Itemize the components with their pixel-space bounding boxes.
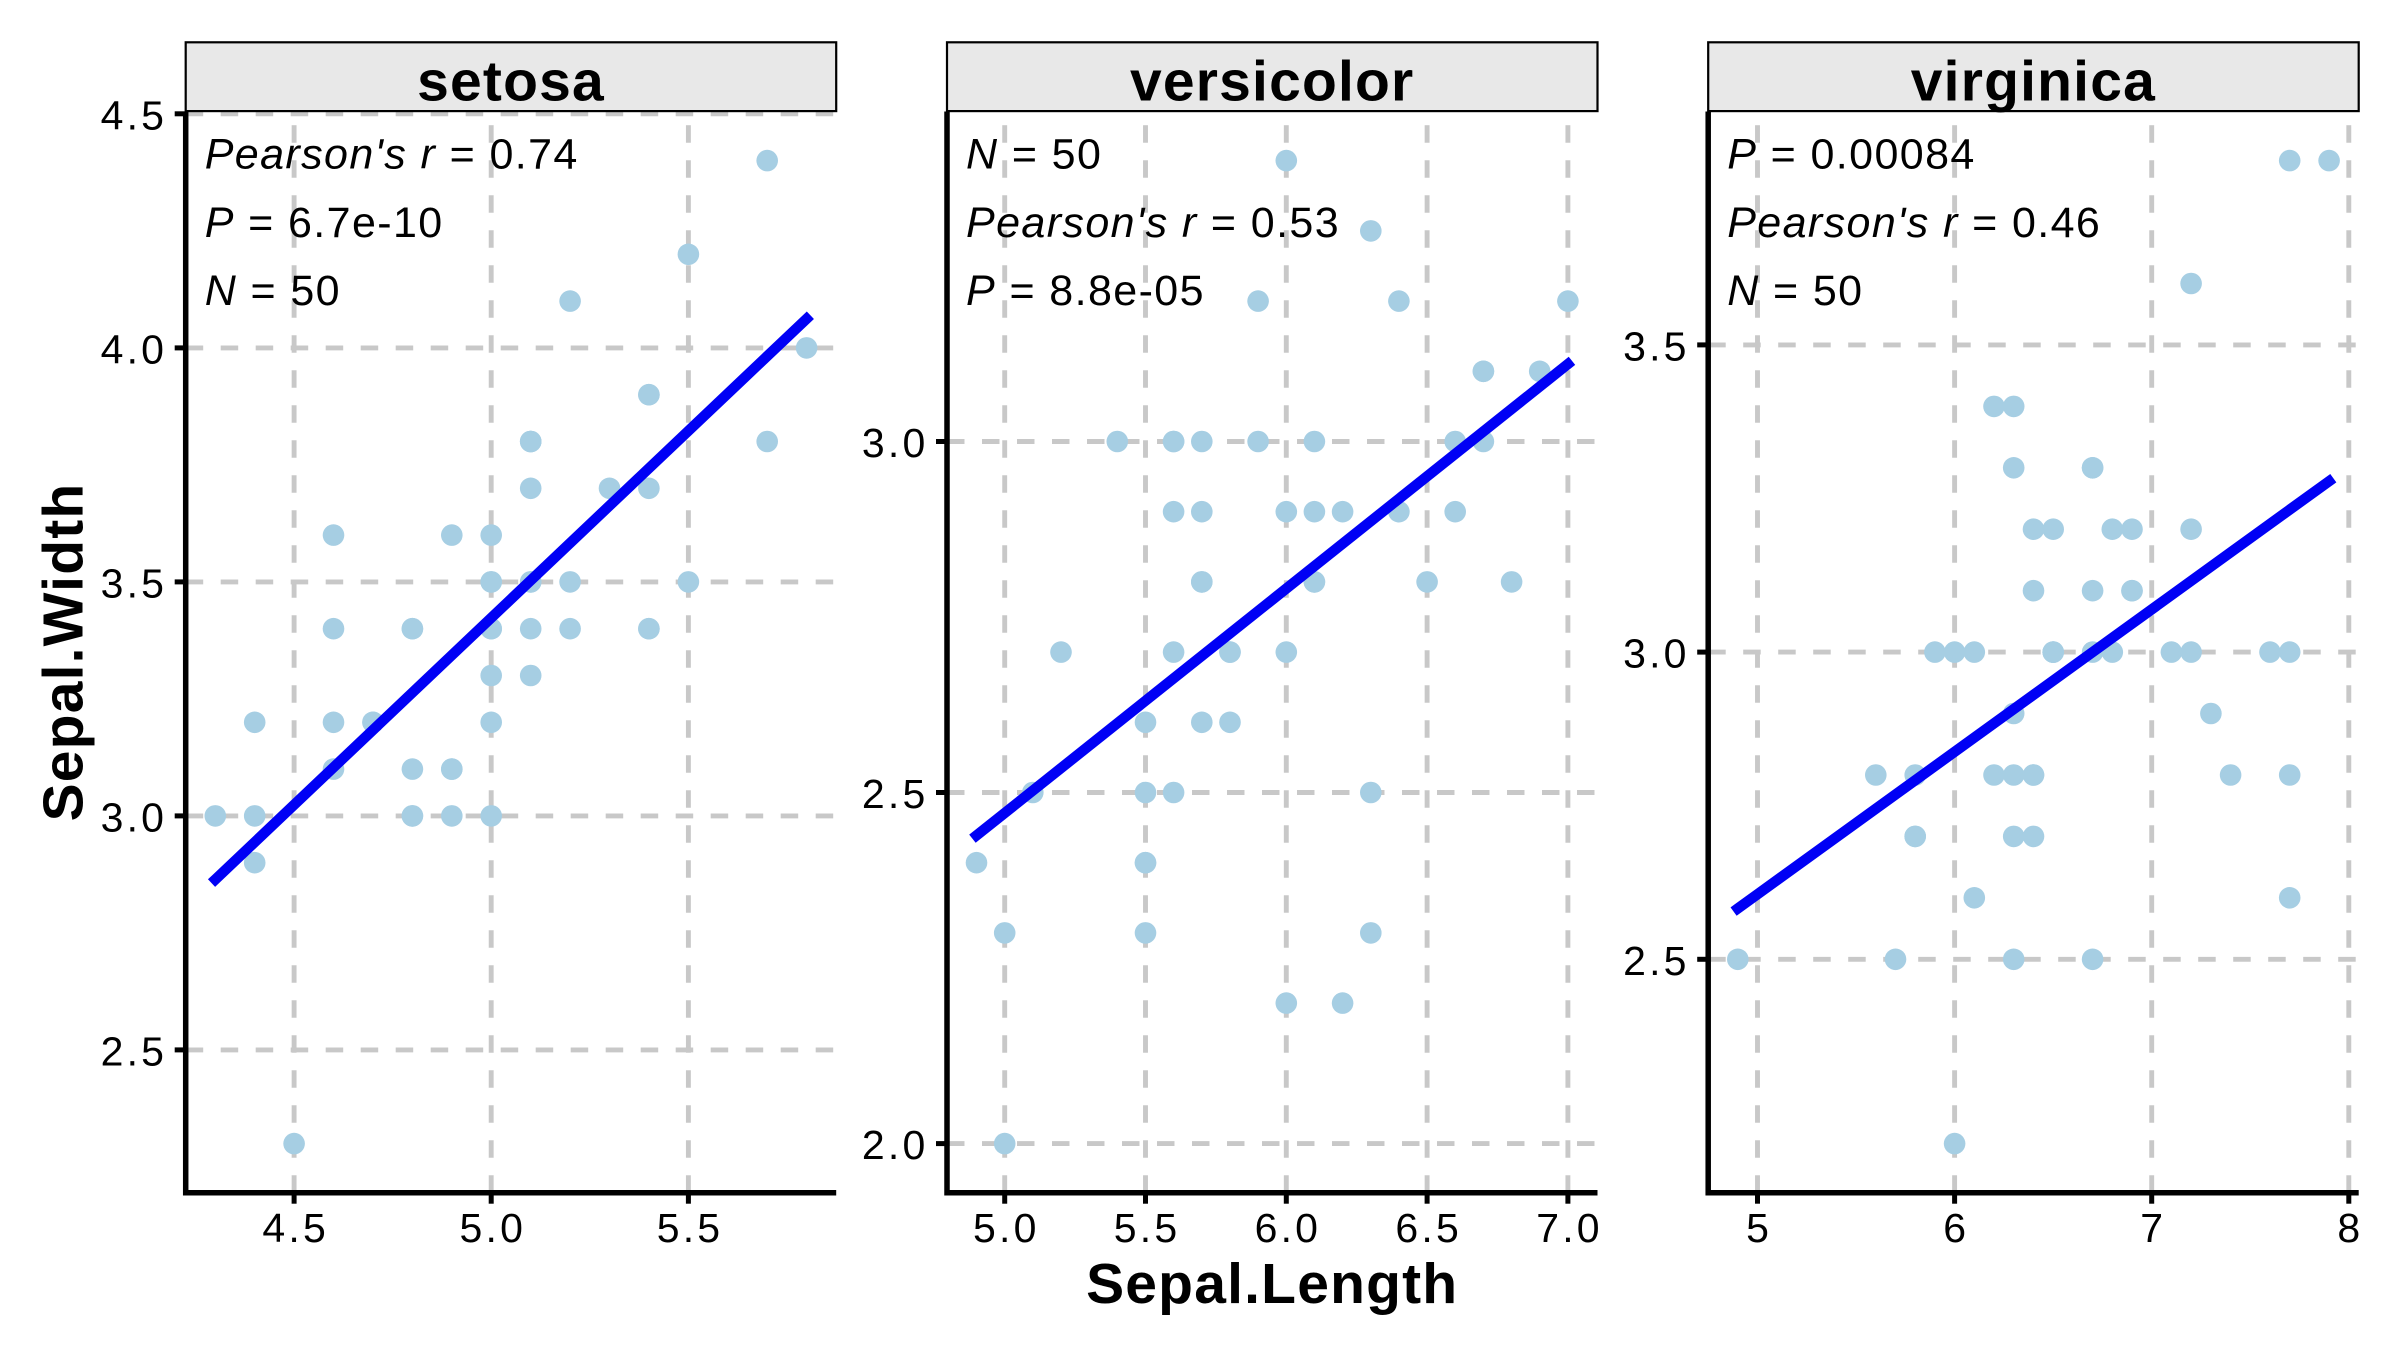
svg-text:7.0: 7.0 (1536, 1205, 1603, 1251)
svg-text:5.5: 5.5 (1114, 1205, 1181, 1251)
svg-text:N = 50: N = 50 (1727, 267, 1863, 315)
svg-text:2.5: 2.5 (101, 1028, 168, 1074)
svg-text:3.0: 3.0 (862, 420, 929, 466)
svg-text:4.5: 4.5 (262, 1205, 329, 1251)
svg-text:P = 8.8e-05: P = 8.8e-05 (966, 267, 1205, 315)
svg-text:Sepal.Width: Sepal.Width (32, 483, 96, 822)
svg-text:2.5: 2.5 (862, 771, 929, 817)
svg-text:5: 5 (1746, 1205, 1772, 1251)
svg-text:2.5: 2.5 (1623, 938, 1690, 984)
svg-text:5.5: 5.5 (657, 1205, 724, 1251)
svg-text:P = 6.7e-10: P = 6.7e-10 (205, 199, 444, 247)
svg-text:5.0: 5.0 (973, 1205, 1040, 1251)
svg-text:Pearson's r = 0.53: Pearson's r = 0.53 (966, 199, 1340, 247)
svg-text:4.0: 4.0 (101, 326, 168, 372)
svg-text:3.5: 3.5 (1623, 323, 1690, 369)
svg-text:Sepal.Length: Sepal.Length (1086, 1252, 1458, 1316)
svg-text:Pearson's r = 0.46: Pearson's r = 0.46 (1727, 199, 2101, 247)
svg-text:virginica: virginica (1911, 50, 2156, 114)
svg-text:2.0: 2.0 (862, 1122, 929, 1168)
svg-text:4.5: 4.5 (101, 92, 168, 138)
svg-text:3.0: 3.0 (101, 794, 168, 840)
svg-text:7: 7 (2140, 1205, 2166, 1251)
svg-text:setosa: setosa (417, 50, 605, 114)
svg-text:3.0: 3.0 (1623, 631, 1690, 677)
svg-text:N = 50: N = 50 (205, 267, 341, 315)
svg-text:N = 50: N = 50 (966, 130, 1102, 178)
svg-text:P = 0.00084: P = 0.00084 (1727, 130, 1976, 178)
svg-text:8: 8 (2337, 1205, 2363, 1251)
svg-text:Pearson's r = 0.74: Pearson's r = 0.74 (205, 130, 579, 178)
svg-text:6: 6 (1943, 1205, 1969, 1251)
svg-text:6.0: 6.0 (1255, 1205, 1322, 1251)
svg-text:6.5: 6.5 (1395, 1205, 1462, 1251)
svg-text:5.0: 5.0 (459, 1205, 526, 1251)
svg-text:3.5: 3.5 (101, 560, 168, 606)
svg-text:versicolor: versicolor (1130, 50, 1414, 114)
